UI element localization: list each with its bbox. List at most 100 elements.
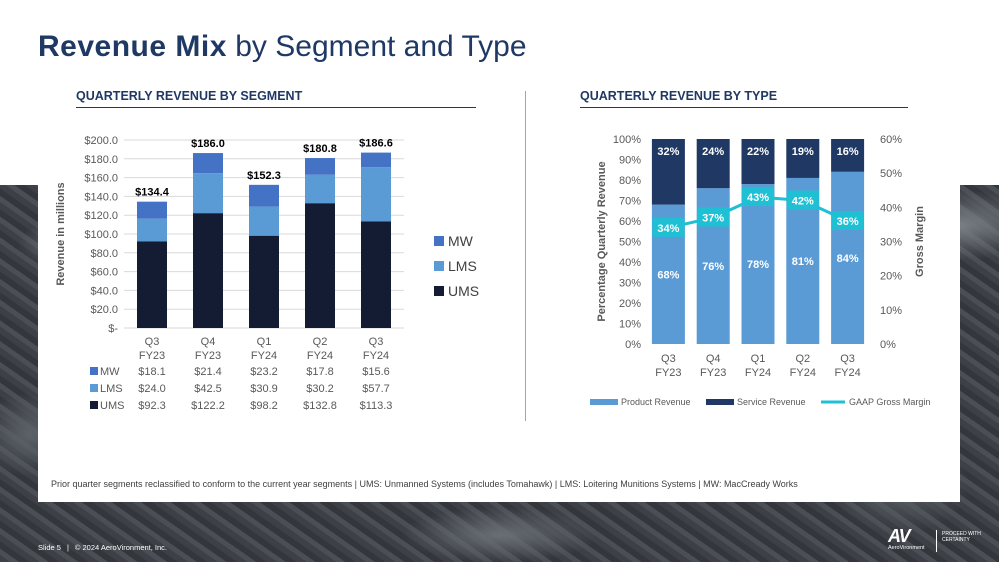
y-tick-label: $20.0 <box>90 304 118 316</box>
bar-lms <box>137 218 167 242</box>
y-tick-label: $100.0 <box>84 229 118 241</box>
bar-lms <box>193 173 223 214</box>
y-tick-label: $200.0 <box>84 135 118 147</box>
bar-mw <box>361 152 391 168</box>
y-tick-label: $160.0 <box>84 173 118 185</box>
x-tick-label: FY24 <box>363 350 389 362</box>
legend-label: Service Revenue <box>737 397 806 407</box>
footnote: Prior quarter segments reclassified to c… <box>51 479 798 489</box>
y-tick-label: 50% <box>619 237 641 249</box>
bar-total-label: $186.6 <box>359 138 393 150</box>
y-tick-label: 60% <box>619 216 641 228</box>
x-tick-label: FY24 <box>745 367 771 379</box>
segment-chart: $- $20.0 $40.0 $60.0 $80.0 $100.0 $120.0 $140.0… <box>55 135 479 412</box>
x-tick-label: Q3 <box>369 336 384 348</box>
bar-ums <box>305 203 335 328</box>
table-cell: $57.7 <box>362 383 390 395</box>
x-tick-label: Q3 <box>840 353 855 365</box>
table-swatch <box>90 384 98 392</box>
y-tick-label: 30% <box>619 278 641 290</box>
y-tick-label: $60.0 <box>90 267 118 279</box>
y-tick-label: $40.0 <box>90 285 118 297</box>
x-tick-label: FY24 <box>834 367 860 379</box>
gross-margin-label: 36% <box>837 216 859 228</box>
y2-tick-label: 20% <box>880 271 902 283</box>
y-tick-label: $80.0 <box>90 248 118 260</box>
x-tick-label: Q3 <box>661 353 676 365</box>
content-panel: QUARTERLY REVENUE BY SEGMENT QUARTERLY R… <box>38 77 960 502</box>
x-tick-label: FY23 <box>700 367 726 379</box>
table-cell: $21.4 <box>194 366 222 378</box>
table-cell: $30.9 <box>250 383 278 395</box>
legend-swatch <box>434 261 444 271</box>
table-row-label: LMS <box>100 383 123 395</box>
x-tick-label: Q1 <box>751 353 766 365</box>
bar-total-label: $180.8 <box>303 143 337 155</box>
y-tick-label: 80% <box>619 175 641 187</box>
bar-total-label: $152.3 <box>247 170 281 182</box>
legend-swatch <box>590 399 618 405</box>
service-value-label: 19% <box>792 146 814 158</box>
table-swatch <box>90 401 98 409</box>
y2-tick-label: 50% <box>880 168 902 180</box>
footer: Slide 5 | © 2024 AeroVironment, Inc. <box>38 543 167 552</box>
table-cell: $24.0 <box>138 383 166 395</box>
x-tick-label: FY24 <box>790 367 816 379</box>
page-title-bold: Revenue Mix <box>38 30 227 63</box>
y2-tick-label: 10% <box>880 305 902 317</box>
bar-mw <box>249 184 279 207</box>
x-tick-label: FY23 <box>655 367 681 379</box>
table-row-label: MW <box>100 366 120 378</box>
legend-swatch <box>434 286 444 296</box>
service-value-label: 16% <box>837 146 859 158</box>
gross-margin-label: 42% <box>792 196 814 208</box>
x-tick-label: FY23 <box>139 350 165 362</box>
legend-label: MW <box>448 233 474 249</box>
table-cell: $15.6 <box>362 366 390 378</box>
gross-margin-marker <box>697 207 730 227</box>
y-tick-label: 0% <box>625 339 641 351</box>
legend-label: UMS <box>448 283 479 299</box>
table-cell: $18.1 <box>138 366 166 378</box>
bar-service-revenue <box>741 139 775 185</box>
bar-ums <box>361 221 391 328</box>
y-tick-label: $140.0 <box>84 191 118 203</box>
product-value-label: 78% <box>747 259 769 271</box>
y-tick-label: $120.0 <box>84 210 118 222</box>
gross-margin-label: 37% <box>702 213 724 225</box>
bar-lms <box>305 174 335 204</box>
bar-lms <box>249 206 279 236</box>
service-value-label: 24% <box>702 146 724 158</box>
logo-mark: AV <box>888 526 911 546</box>
x-tick-label: Q4 <box>201 336 216 348</box>
product-value-label: 68% <box>657 269 679 281</box>
gross-margin-marker <box>786 190 819 210</box>
y-tick-label: 10% <box>619 319 641 331</box>
x-tick-label: Q2 <box>313 336 328 348</box>
slide-number: Slide 5 <box>38 543 61 552</box>
table-cell: $23.2 <box>250 366 278 378</box>
y-tick-label: 20% <box>619 298 641 310</box>
logo-divider <box>936 530 937 552</box>
bar-total-label: $186.0 <box>191 138 225 150</box>
legend-label: Product Revenue <box>621 397 691 407</box>
bar-service-revenue <box>786 139 820 178</box>
section-divider <box>525 91 526 421</box>
product-value-label: 81% <box>792 256 814 268</box>
type-chart-heading: QUARTERLY REVENUE BY TYPE <box>580 89 908 108</box>
x-tick-label: FY24 <box>307 350 333 362</box>
legend-swatch <box>434 236 444 246</box>
table-cell: $92.3 <box>138 400 166 412</box>
y2-tick-label: 30% <box>880 237 902 249</box>
bar-service-revenue <box>696 139 730 189</box>
y2-tick-label: 60% <box>880 134 902 146</box>
gross-margin-marker <box>652 217 685 237</box>
table-cell: $113.3 <box>360 400 393 412</box>
table-cell: $132.8 <box>303 400 337 412</box>
bar-mw <box>305 158 335 175</box>
y2-axis-label: Gross Margin <box>914 206 926 277</box>
table-cell: $122.2 <box>191 400 225 412</box>
page-title: Revenue Mix by Segment and Type <box>38 30 527 64</box>
x-tick-label: FY23 <box>195 350 221 362</box>
y-axis-label: Revenue in millions <box>55 182 67 285</box>
